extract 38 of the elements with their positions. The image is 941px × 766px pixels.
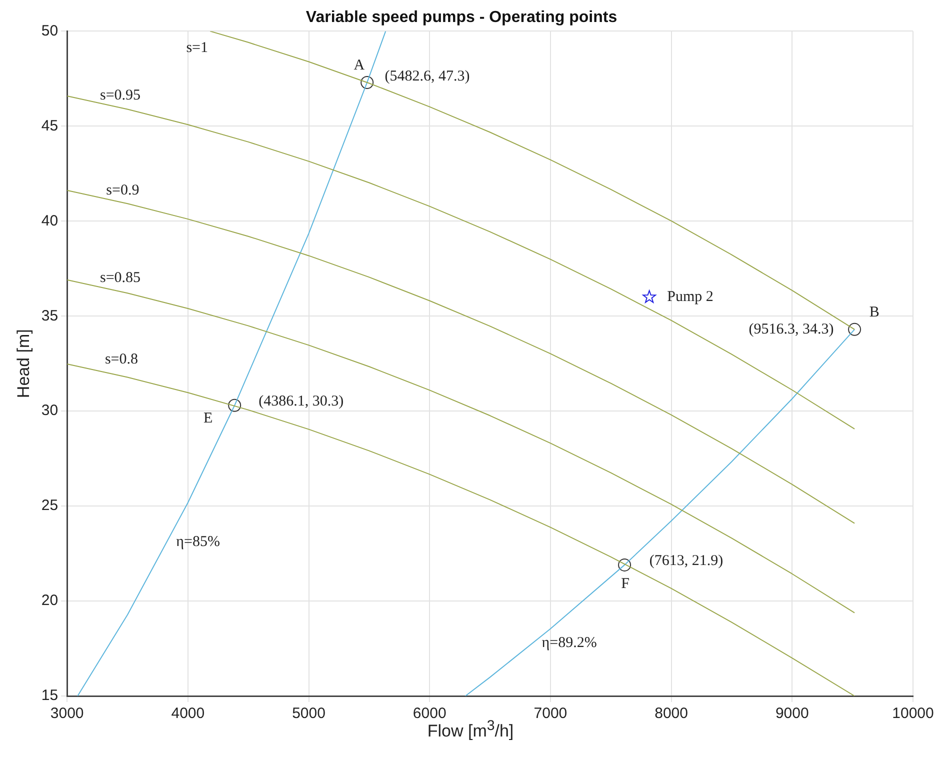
annotation: F xyxy=(621,576,630,592)
x-tick-label: 8000 xyxy=(654,705,688,722)
annotation: s=0.9 xyxy=(106,182,140,199)
x-tick-label: 4000 xyxy=(171,705,205,722)
annotation: η=85% xyxy=(176,534,220,550)
annotation: (4386.1, 30.3) xyxy=(258,394,344,410)
annotation: B xyxy=(869,304,880,320)
annotation: (9516.3, 34.3) xyxy=(748,321,834,338)
y-tick-label: 20 xyxy=(41,592,58,610)
annotation: E xyxy=(204,410,213,427)
annotation: Pump 2 xyxy=(667,289,714,306)
y-tick-label: 50 xyxy=(41,22,58,40)
y-tick-label: 30 xyxy=(41,402,58,420)
annotation: s=0.8 xyxy=(104,352,138,368)
x-tick-label: 5000 xyxy=(292,705,326,722)
point xyxy=(360,76,374,89)
annotation: s=0.95 xyxy=(100,88,141,104)
y-tick-label: 45 xyxy=(41,117,58,134)
point xyxy=(618,558,632,572)
x-tick-label: 3000 xyxy=(50,705,84,722)
annotation: s=1 xyxy=(186,40,208,56)
y-tick-label: 40 xyxy=(41,212,58,230)
y-tick-label: 35 xyxy=(41,307,58,324)
chart-title: Variable speed pumps - Operating points xyxy=(306,9,618,26)
annotation: A xyxy=(354,57,365,74)
x-tick-label: 9000 xyxy=(775,705,809,722)
x-tick-label: 10000 xyxy=(892,705,934,722)
y-axis-title: Head [m] xyxy=(14,329,33,398)
y-tick-label: 15 xyxy=(41,687,58,704)
point xyxy=(642,290,656,303)
x-tick-label: 7000 xyxy=(534,705,568,722)
point xyxy=(848,322,862,336)
annotation: (5482.6, 47.3) xyxy=(384,68,470,85)
point xyxy=(228,398,242,412)
annotation: (7613, 21.9) xyxy=(649,553,724,570)
y-tick-label: 25 xyxy=(41,497,58,514)
annotation: s=0.85 xyxy=(100,270,141,286)
annotation: η=89.2% xyxy=(542,634,597,651)
